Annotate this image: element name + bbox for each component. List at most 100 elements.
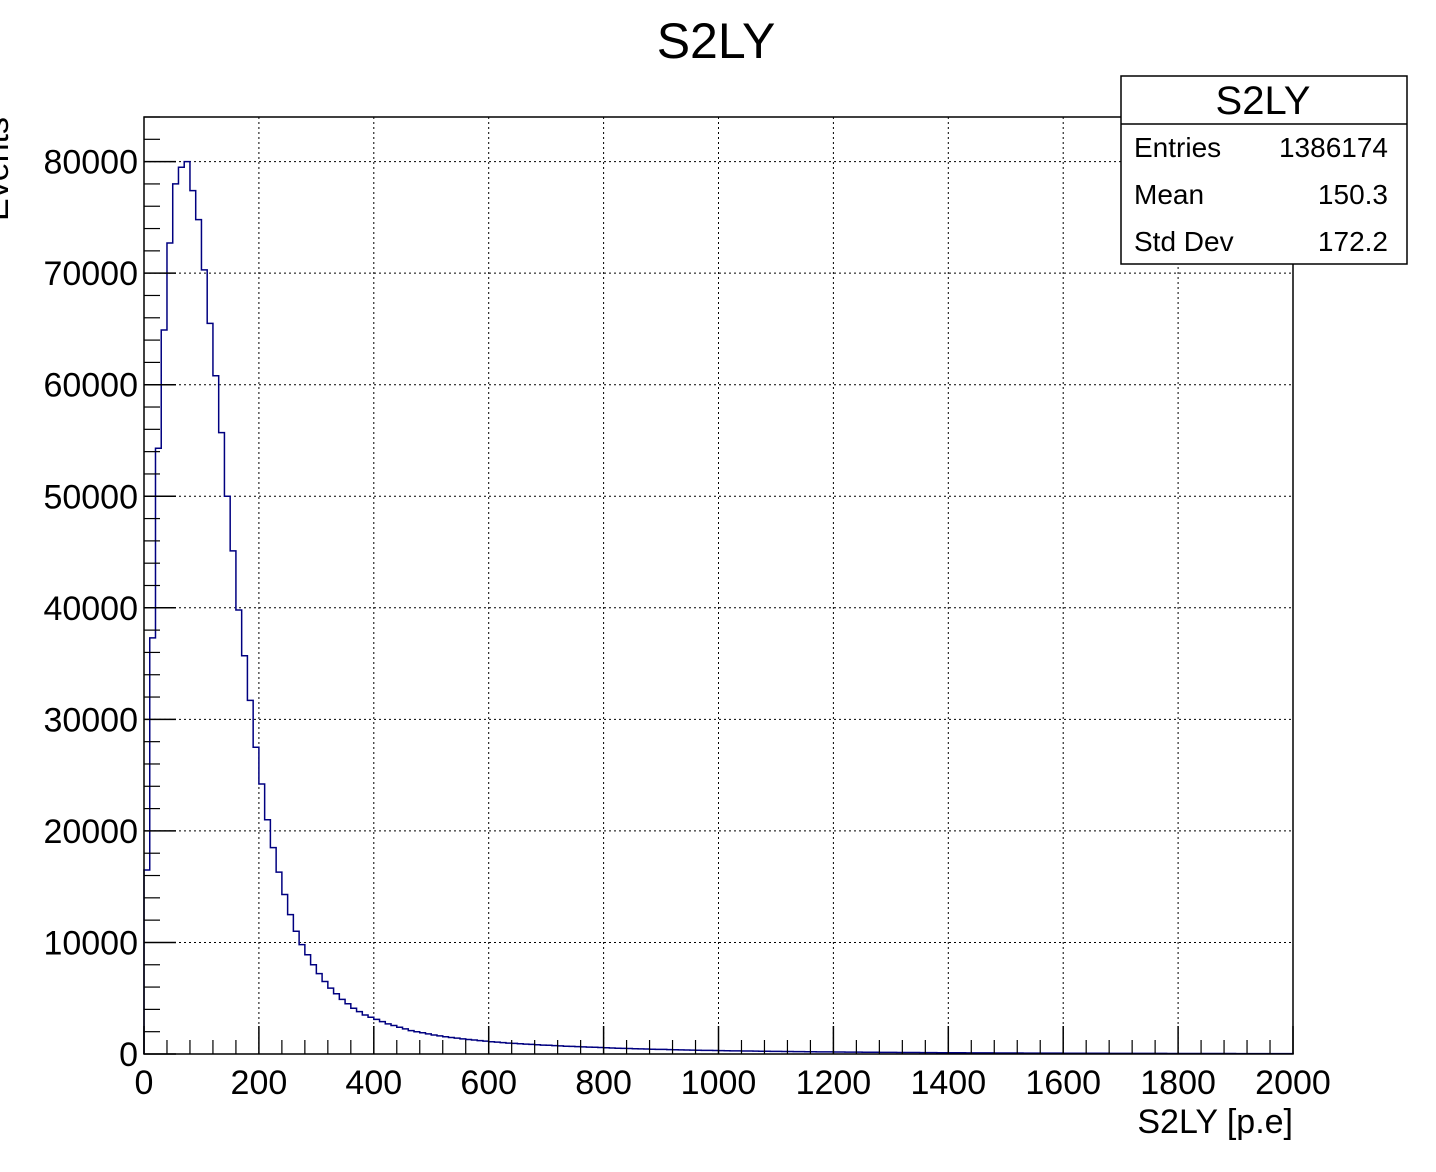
histogram-bin bbox=[569, 1046, 575, 1054]
histogram-bin bbox=[374, 1019, 380, 1054]
stats-box-title: S2LY bbox=[1216, 79, 1311, 123]
histogram-bin bbox=[173, 184, 179, 1054]
histogram-bin bbox=[305, 955, 311, 1054]
histogram-bin bbox=[196, 220, 202, 1054]
histogram-bin bbox=[322, 981, 328, 1054]
histogram-bin bbox=[224, 496, 230, 1054]
histogram-bin bbox=[219, 433, 225, 1054]
histogram-bin bbox=[403, 1029, 409, 1054]
histogram-bin bbox=[155, 448, 161, 1054]
x-tick-label: 600 bbox=[460, 1064, 517, 1102]
histogram-bin bbox=[161, 330, 167, 1054]
histogram-bin bbox=[201, 270, 207, 1054]
histogram-bin bbox=[391, 1026, 397, 1054]
histogram-bin bbox=[357, 1012, 363, 1054]
histogram-bin bbox=[483, 1041, 489, 1054]
histogram-bin bbox=[414, 1032, 420, 1054]
chart-title: S2LY bbox=[657, 13, 776, 69]
histogram-bin bbox=[242, 656, 248, 1054]
histogram-bin bbox=[339, 999, 345, 1054]
x-tick-label: 1400 bbox=[910, 1064, 986, 1102]
histogram-bin bbox=[351, 1008, 357, 1054]
y-tick-label: 50000 bbox=[43, 478, 138, 516]
x-tick-label: 2000 bbox=[1255, 1064, 1331, 1102]
y-axis-title: Events bbox=[0, 117, 16, 221]
x-tick-label: 200 bbox=[231, 1064, 288, 1102]
histogram-bin bbox=[431, 1035, 437, 1054]
histogram-bin bbox=[150, 638, 156, 1054]
x-tick-label: 800 bbox=[575, 1064, 632, 1102]
y-tick-label: 20000 bbox=[43, 813, 138, 851]
histogram-bin bbox=[288, 915, 294, 1054]
histogram-bin bbox=[506, 1043, 512, 1054]
x-axis-tick-labels: 0 200 400 600 800 1000 1200 1400 1600 1800 2000 bbox=[135, 1064, 1331, 1102]
y-axis-tick-labels: 0 10000 20000 30000 40000 50000 60000 70000 8000… bbox=[43, 144, 138, 1074]
histogram-bin bbox=[517, 1044, 523, 1054]
x-tick-label: 1800 bbox=[1140, 1064, 1216, 1102]
histogram-bin bbox=[598, 1048, 604, 1054]
histogram-bin bbox=[638, 1049, 644, 1054]
stats-stddev-value: 172.2 bbox=[1318, 226, 1388, 257]
histogram-bin bbox=[328, 988, 334, 1054]
histogram-bin bbox=[575, 1047, 581, 1054]
histogram-bin bbox=[592, 1047, 598, 1054]
histogram-bin bbox=[247, 700, 253, 1054]
histogram-bin bbox=[420, 1033, 426, 1054]
histogram-bin bbox=[460, 1039, 466, 1054]
histogram-bin bbox=[230, 551, 236, 1054]
histogram-bin bbox=[540, 1045, 546, 1054]
histogram-bin bbox=[311, 965, 317, 1054]
histogram-bin bbox=[397, 1027, 403, 1054]
histogram-bin bbox=[408, 1031, 414, 1054]
histogram-bin bbox=[213, 376, 219, 1054]
histogram-bin bbox=[500, 1043, 506, 1054]
histogram-bin bbox=[523, 1044, 529, 1054]
histogram-bin bbox=[380, 1022, 386, 1054]
histogram-bin bbox=[563, 1046, 569, 1054]
histogram-bin bbox=[604, 1048, 610, 1054]
stats-box-frame bbox=[1120, 75, 1408, 265]
y-tick-label: 60000 bbox=[43, 367, 138, 405]
histogram-bin bbox=[282, 894, 288, 1054]
histogram-bin bbox=[477, 1041, 483, 1054]
histogram-bin bbox=[466, 1039, 472, 1054]
x-tick-label: 1600 bbox=[1025, 1064, 1101, 1102]
histogram-bin bbox=[184, 162, 190, 1054]
histogram-bin bbox=[207, 323, 213, 1054]
histogram-bin bbox=[627, 1049, 633, 1054]
histogram-bin bbox=[299, 945, 305, 1054]
histogram-bin bbox=[426, 1034, 432, 1054]
x-axis-title: S2LY [p.e] bbox=[1137, 1103, 1293, 1141]
stats-mean-value: 150.3 bbox=[1318, 179, 1388, 210]
histogram-bin bbox=[552, 1046, 558, 1054]
x-tick-label: 0 bbox=[135, 1064, 154, 1102]
histogram-bin bbox=[546, 1045, 552, 1054]
y-tick-label: 0 bbox=[119, 1036, 138, 1074]
histogram-bin bbox=[609, 1048, 615, 1054]
x-tick-label: 400 bbox=[345, 1064, 402, 1102]
histogram-bin bbox=[494, 1042, 500, 1054]
stats-stddev-label: Std Dev bbox=[1134, 226, 1234, 257]
histogram-bin bbox=[270, 848, 276, 1054]
y-tick-label: 40000 bbox=[43, 590, 138, 628]
histogram-bin bbox=[558, 1046, 564, 1054]
histogram-bin bbox=[362, 1015, 368, 1054]
histogram-bin bbox=[471, 1040, 477, 1054]
histogram-bin bbox=[385, 1024, 391, 1054]
y-tick-label: 70000 bbox=[43, 255, 138, 293]
axis-ticks bbox=[143, 116, 1294, 1055]
histogram-bin bbox=[512, 1043, 518, 1054]
histogram-bin bbox=[265, 820, 271, 1054]
histogram-bin bbox=[632, 1049, 638, 1054]
histogram-bin bbox=[345, 1004, 351, 1054]
histogram-bin bbox=[316, 974, 322, 1054]
histogram-bin bbox=[586, 1047, 592, 1054]
y-tick-label: 30000 bbox=[43, 701, 138, 739]
y-tick-label: 10000 bbox=[43, 924, 138, 962]
histogram-bin bbox=[615, 1048, 621, 1054]
histogram-bin bbox=[236, 610, 242, 1054]
histogram-bin bbox=[178, 167, 184, 1054]
stats-entries-value: 1386174 bbox=[1279, 132, 1388, 163]
histogram-bin bbox=[529, 1044, 535, 1054]
